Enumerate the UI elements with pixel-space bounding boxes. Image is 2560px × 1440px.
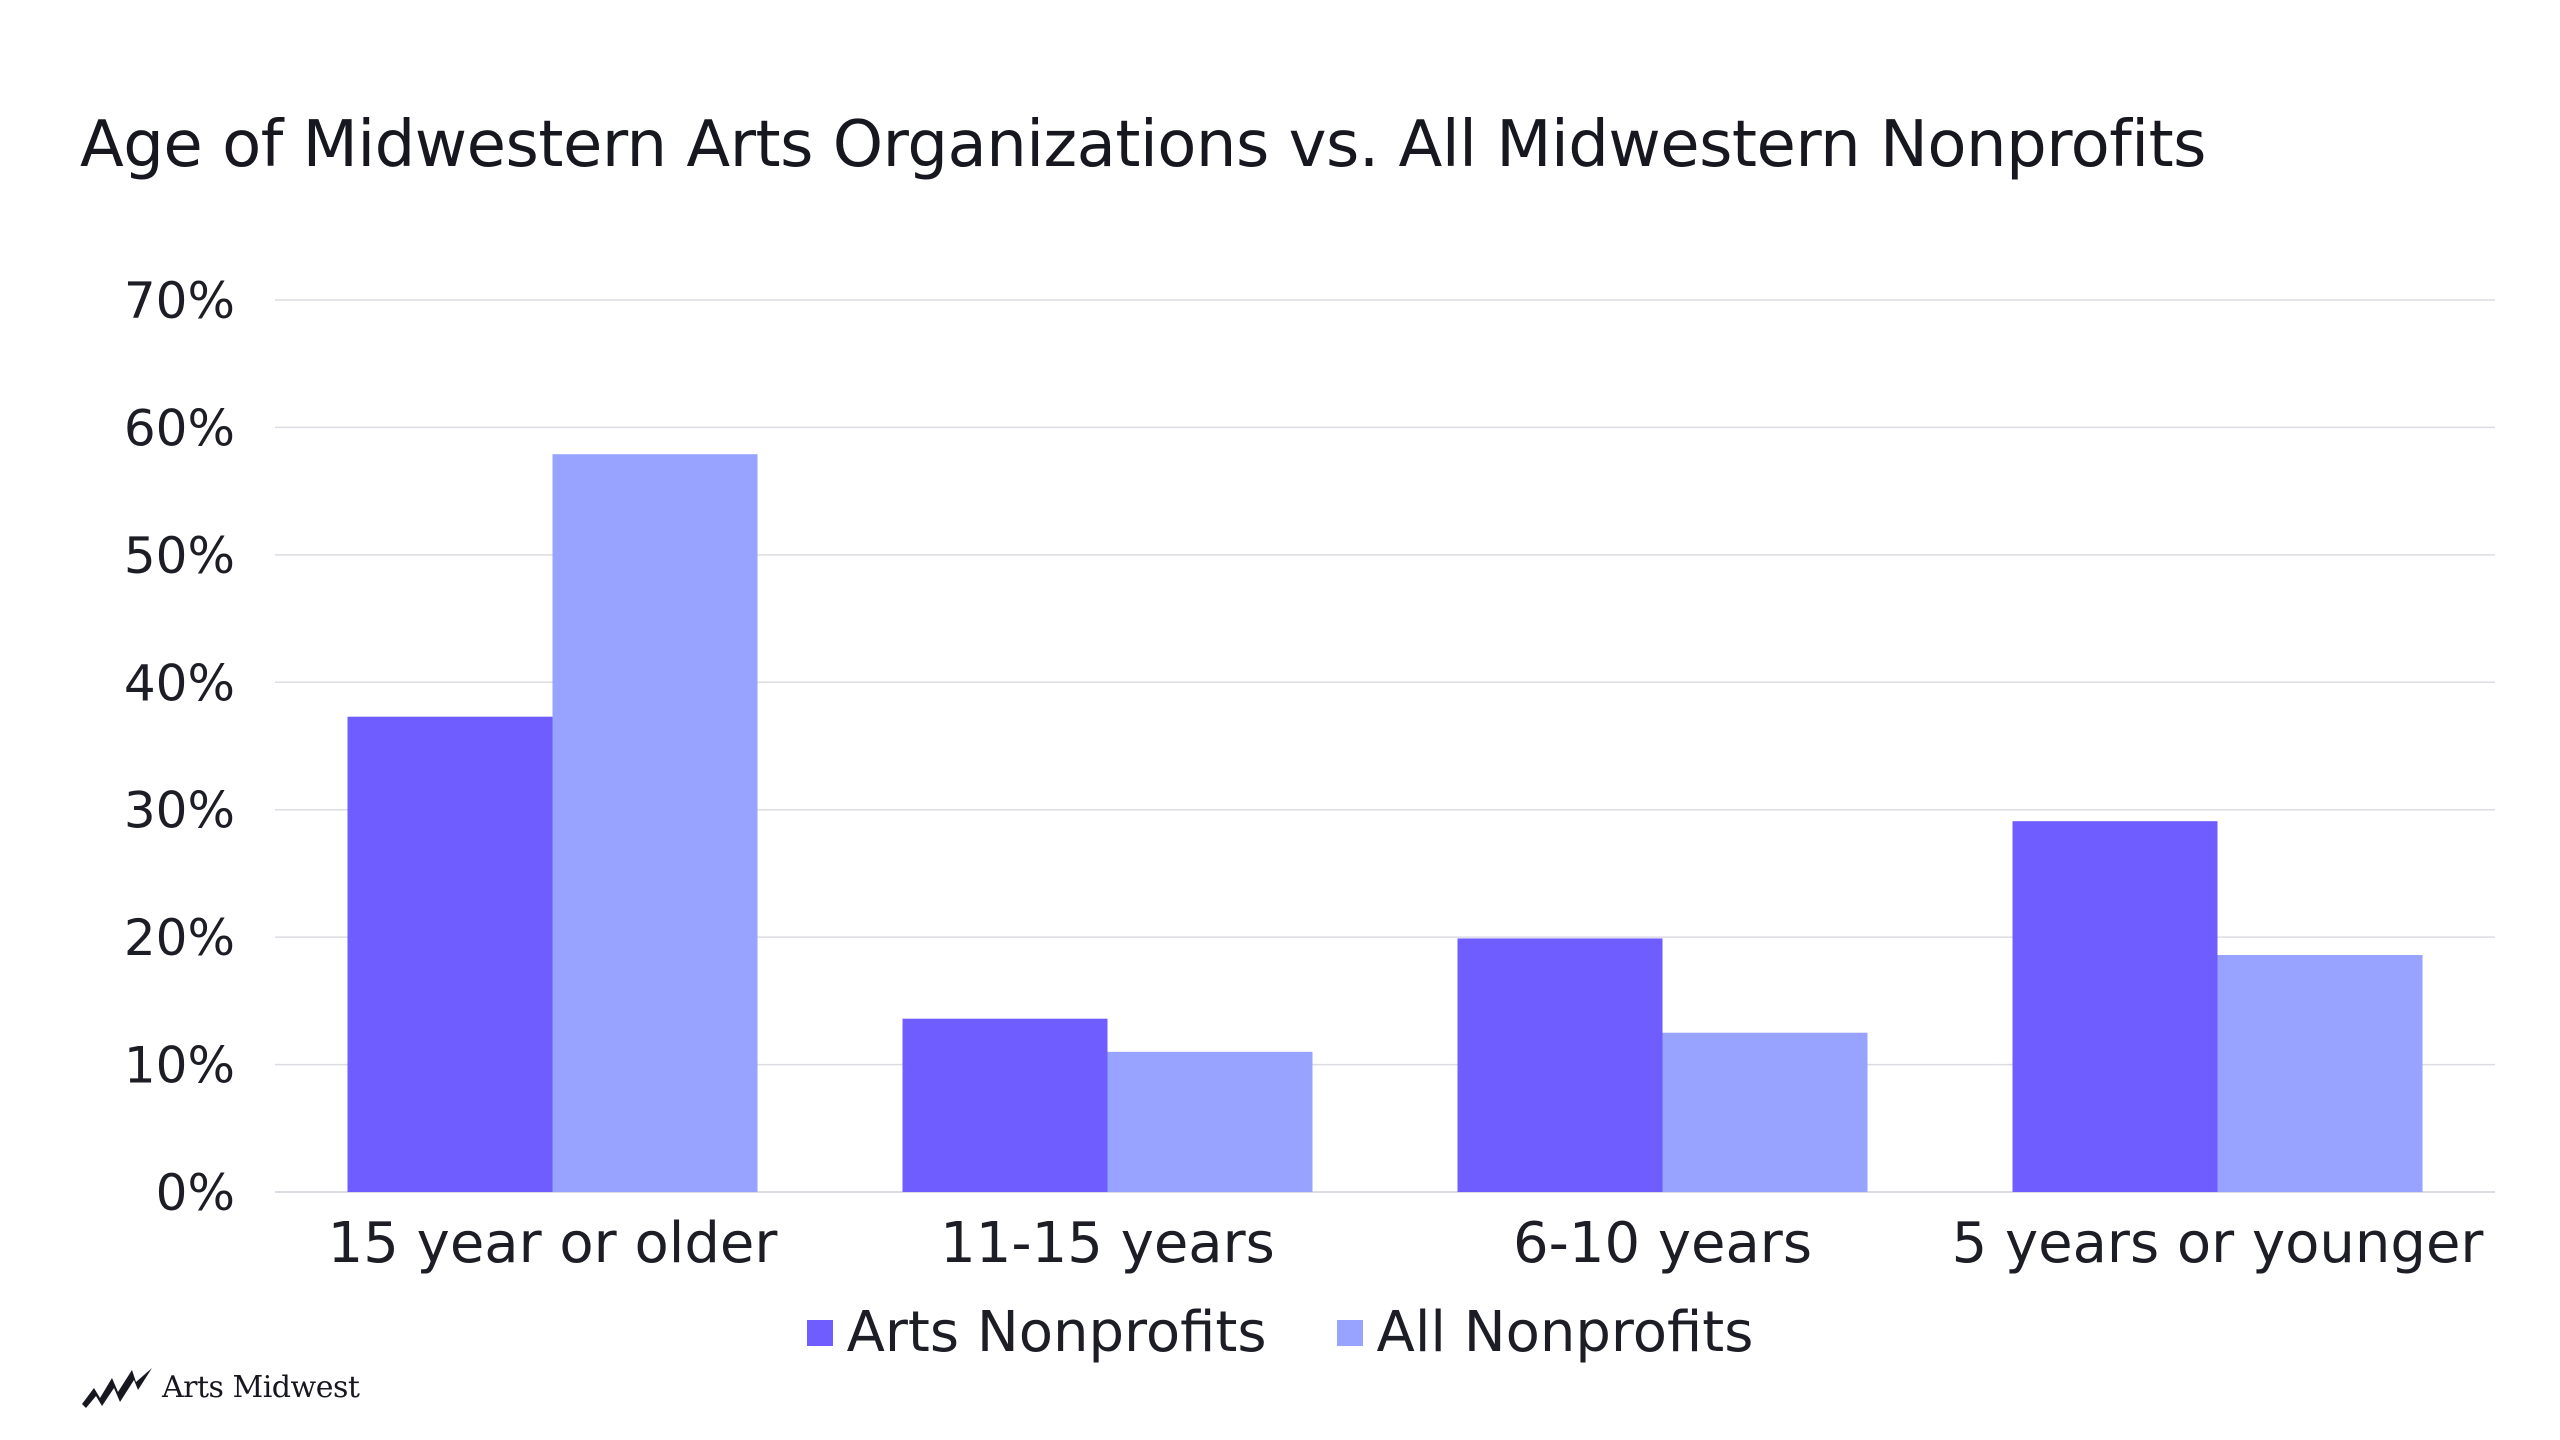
x-axis-labels: 15 year or older 11-15 years 6-10 years 5 y…: [328, 1211, 2485, 1276]
y-tick-label-40: 40%: [124, 654, 235, 712]
bar-arts-2: [1457, 938, 1663, 1192]
y-tick-label-50: 50%: [124, 527, 235, 585]
y-tick-label-60: 60%: [124, 399, 235, 457]
y-tick-label-10: 10%: [124, 1037, 235, 1095]
x-category-label-3: 5 years or younger: [1952, 1211, 2485, 1276]
legend: Arts Nonprofits All Nonprofits: [0, 1300, 2560, 1365]
y-axis-ticks: 0% 10% 20% 30% 40% 50% 60% 70%: [124, 272, 235, 1222]
y-tick-label-30: 30%: [124, 782, 235, 840]
legend-label-arts-nonprofits: Arts Nonprofits: [846, 1300, 1267, 1365]
legend-swatch-all-nonprofits: [1336, 1319, 1363, 1346]
y-tick-label-70: 70%: [124, 272, 235, 330]
x-category-label-0: 15 year or older: [328, 1211, 779, 1276]
legend-swatch-arts-nonprofits: [806, 1319, 833, 1346]
x-category-label-2: 6-10 years: [1513, 1211, 1812, 1276]
arts-midwest-logo: Arts Midwest: [80, 1364, 360, 1410]
bar-arts-1: [902, 1018, 1108, 1192]
bars: [347, 454, 2423, 1192]
arts-midwest-wave-icon: [82, 1368, 152, 1408]
bar-arts-0: [347, 716, 553, 1192]
chart-title: Age of Midwestern Arts Organizations vs.…: [80, 108, 2207, 182]
y-tick-label-20: 20%: [124, 909, 235, 967]
logo-text: Arts Midwest: [162, 1369, 360, 1405]
bar-all-0: [552, 454, 758, 1192]
y-tick-label-0: 0%: [156, 1164, 235, 1222]
bar-all-1: [1107, 1051, 1313, 1192]
legend-label-all-nonprofits: All Nonprofits: [1376, 1300, 1754, 1365]
x-category-label-1: 11-15 years: [940, 1211, 1275, 1276]
bar-all-3: [2217, 954, 2423, 1192]
legend-item-all-nonprofits: All Nonprofits: [1336, 1300, 1754, 1365]
bar-all-2: [1662, 1032, 1868, 1192]
legend-item-arts-nonprofits: Arts Nonprofits: [806, 1300, 1267, 1365]
bar-arts-3: [2012, 821, 2218, 1192]
